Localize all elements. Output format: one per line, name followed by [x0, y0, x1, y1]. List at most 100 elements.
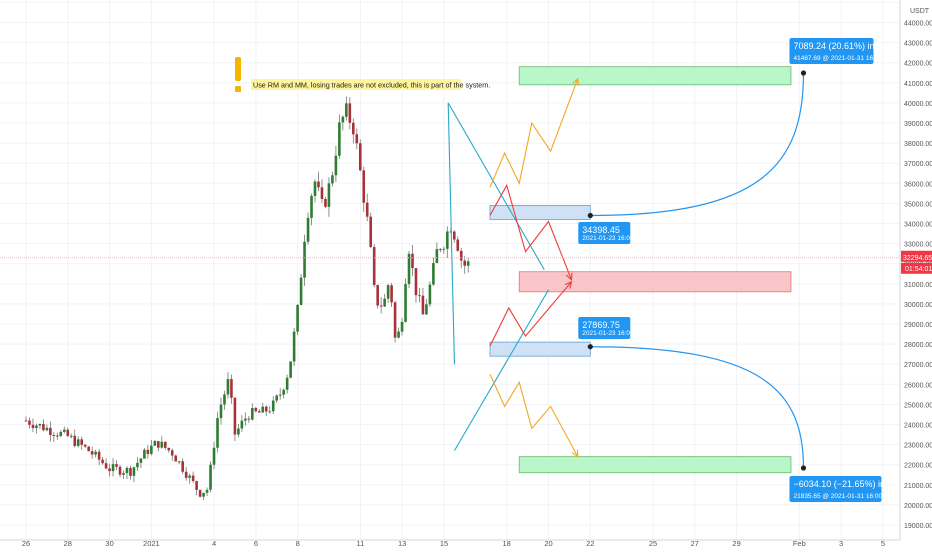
candle-body	[49, 427, 52, 436]
candle-body	[76, 439, 80, 446]
candle-body	[466, 261, 470, 266]
upper-measure-label-line2: 41487.69 @ 2021-01-31 16:00	[793, 55, 882, 62]
candle-body	[271, 400, 275, 412]
lower-start-label-line1: 27869.75	[582, 320, 620, 330]
countdown-badge	[901, 262, 932, 274]
candle-body	[177, 461, 181, 463]
candle-body	[87, 446, 90, 452]
candle-body	[282, 389, 285, 395]
x-tick-label: 3	[839, 539, 843, 548]
lower-measure-label-bg	[789, 476, 882, 502]
drawings-layer: 7089.24 (20.61%) in 8d 41487.69 @ 2021-01…	[0, 38, 900, 502]
orange-path-upper	[489, 78, 579, 188]
candles-layer	[24, 96, 470, 501]
y-tick-label: 24000.00	[904, 423, 932, 430]
countdown-text: 01:54:01	[905, 266, 932, 273]
candle-body	[383, 298, 386, 307]
candle-body	[104, 463, 108, 469]
candle-body	[35, 425, 38, 429]
x-tick-label: Feb	[793, 539, 806, 548]
candle-body	[216, 418, 219, 448]
candle-body	[358, 143, 362, 171]
candle-body	[435, 249, 439, 264]
candle-body	[393, 302, 397, 338]
candle-body	[24, 420, 28, 422]
candle-body	[150, 445, 153, 454]
upper-measure-start-dot	[587, 212, 593, 219]
candle-body	[463, 260, 467, 266]
candle-body	[331, 175, 334, 184]
y-tick-label: 30000.00	[904, 302, 932, 309]
y-tick-label: 21000.00	[904, 483, 932, 490]
candle-body	[372, 247, 376, 286]
x-tick-label: 30	[105, 539, 113, 548]
candle-body	[136, 462, 139, 468]
y-tick-label: 39000.00	[904, 121, 932, 128]
green-zone	[518, 66, 792, 86]
candle-body	[278, 394, 282, 396]
candle-body	[237, 428, 240, 435]
y-tick-label: 41000.00	[904, 81, 932, 88]
candle-body	[45, 427, 49, 431]
candle-body	[188, 475, 191, 478]
candle-body	[324, 198, 327, 207]
candle-body	[379, 305, 383, 307]
candle-body	[327, 183, 331, 207]
candle-body	[456, 239, 460, 251]
candle-body	[94, 451, 97, 455]
candle-body	[362, 170, 366, 203]
lower-measure-start-dot	[587, 344, 593, 350]
candle-body	[160, 441, 164, 448]
y-tick-label: 33000.00	[904, 242, 932, 249]
candle-body	[310, 195, 313, 218]
note-text: Use RM and MM, losing trades are not exc…	[253, 81, 490, 90]
candle-body	[184, 471, 188, 478]
x-tick-label: 18	[503, 539, 511, 548]
upper-start-label-line1: 34398.45	[582, 225, 620, 235]
candle-body	[254, 407, 258, 412]
y-tick-label: 26000.00	[904, 382, 932, 389]
candle-body	[390, 285, 393, 303]
candle-body	[397, 331, 400, 338]
candle-body	[365, 202, 369, 217]
y-tick-label: 38000.00	[904, 141, 932, 148]
candle-body	[129, 467, 132, 476]
candle-body	[209, 464, 212, 490]
candle-body	[198, 489, 202, 497]
candle-body	[163, 441, 167, 448]
y-tick-label: 22000.00	[904, 463, 932, 470]
lower-start-label-bg	[578, 317, 631, 339]
candle-body	[240, 420, 244, 429]
y-tick-label: 27000.00	[904, 362, 932, 369]
blue-zone	[489, 341, 591, 357]
lower-measure-label: −6034.10 (−21.65%) in 8d 21835.65 @ 2021-…	[789, 476, 898, 502]
candle-body	[69, 435, 73, 437]
candle-body	[341, 116, 345, 123]
orange-path-upper-arrowhead	[572, 77, 579, 86]
candle-body	[153, 441, 157, 446]
candle-body	[108, 468, 111, 472]
y-tick-label: 37000.00	[904, 161, 932, 168]
y-tick-label: 42000.00	[904, 61, 932, 68]
x-tick-label: 28	[64, 539, 72, 548]
lower-start-label-line2: 2021-01-23 16:00	[582, 330, 634, 337]
candle-body	[292, 331, 296, 362]
y-tick-label: 34000.00	[904, 222, 932, 229]
triangle-lower-line	[453, 289, 549, 451]
currency-label: USDT	[910, 8, 930, 15]
candle-body	[352, 122, 355, 135]
blue-zone	[489, 205, 591, 220]
candle-body	[404, 284, 407, 322]
exclamation-icon	[235, 57, 241, 81]
candle-body	[247, 418, 251, 420]
candle-body	[400, 321, 404, 332]
candle-body	[118, 466, 122, 475]
candle-body	[334, 155, 338, 176]
candle-body	[459, 250, 463, 261]
x-tick-label: 27	[691, 539, 699, 548]
candle-body	[195, 481, 198, 490]
candle-body	[251, 407, 254, 420]
candle-body	[157, 441, 160, 448]
